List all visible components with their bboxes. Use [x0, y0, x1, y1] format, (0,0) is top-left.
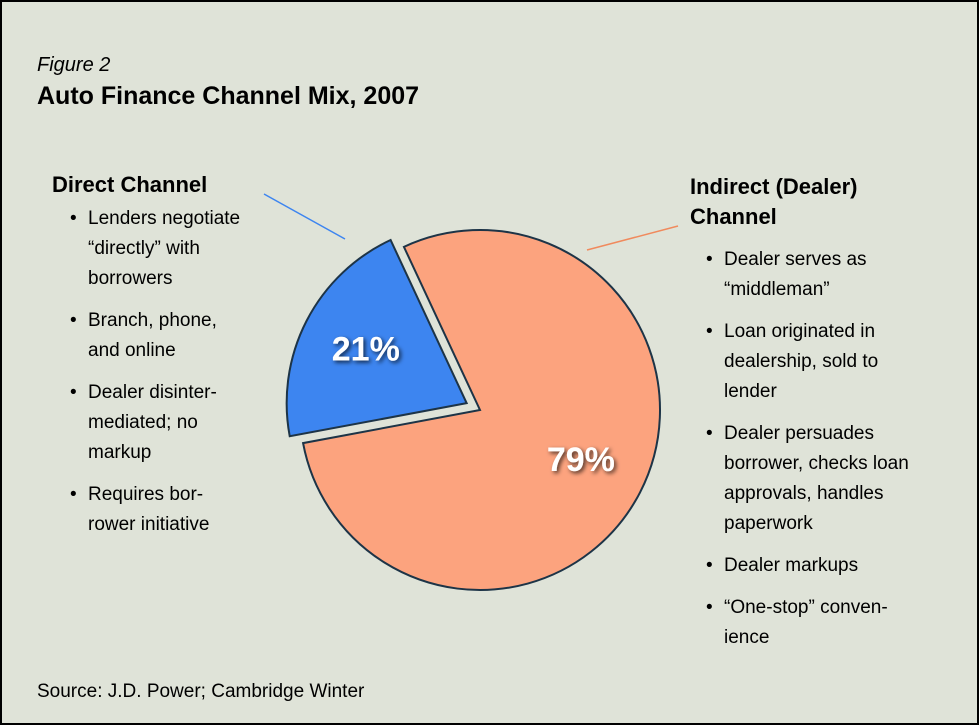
- bullet-text: Dealer markups: [724, 555, 859, 576]
- bullet: •: [70, 382, 77, 403]
- bullet-text: Dealer persuades: [724, 423, 874, 444]
- bullet-text: borrower, checks loan: [724, 453, 909, 474]
- bullet-text: dealership, sold to: [724, 351, 879, 372]
- bullet-text: Dealer serves as: [724, 249, 867, 270]
- source: Source: J.D. Power; Cambridge Winter: [37, 681, 365, 702]
- bullet-text: “directly” with: [88, 238, 200, 259]
- bullet-text: Loan originated in: [724, 321, 876, 342]
- bullet-text: ience: [724, 627, 770, 648]
- legend-heading: Indirect (Dealer) Channel: [690, 174, 858, 229]
- bullet-text: and online: [88, 340, 176, 361]
- bullet-text: mediated; no: [88, 412, 198, 433]
- bullet: •: [706, 555, 713, 576]
- bullet-text: Requires bor-: [88, 484, 204, 505]
- bullet-text: approvals, handles: [724, 483, 884, 504]
- legend-heading: Direct Channel: [52, 172, 208, 197]
- pie-slice: [301, 229, 661, 591]
- value-label: 21%: [332, 330, 400, 368]
- bullet: •: [706, 321, 713, 342]
- value-label: 79%: [547, 441, 615, 479]
- bullet: •: [70, 208, 77, 229]
- bullet-text: markup: [88, 442, 152, 463]
- bullet-text: lender: [724, 381, 777, 402]
- bullet-text: “middleman”: [724, 279, 830, 300]
- bullet: •: [70, 310, 77, 331]
- leader-line: [263, 193, 346, 240]
- bullet-text: Lenders negotiate: [88, 208, 241, 229]
- chart-title: Auto Finance Channel Mix, 2007: [37, 82, 420, 110]
- bullet-text: Dealer disinter-: [88, 382, 217, 403]
- bullet-text: “One-stop” conven-: [724, 597, 888, 618]
- bullet-text: Branch, phone,: [88, 310, 217, 331]
- bullet-text: paperwork: [724, 513, 813, 534]
- pie-slice: [285, 238, 469, 438]
- bullet: •: [706, 423, 713, 444]
- leader-line: [586, 225, 679, 251]
- bullet: •: [706, 249, 713, 270]
- bullet: •: [706, 597, 713, 618]
- bullet-text: rower initiative: [88, 514, 210, 535]
- figure-label: Figure 2: [37, 54, 111, 76]
- bullet-text: borrowers: [88, 268, 173, 289]
- bullet: •: [70, 484, 77, 505]
